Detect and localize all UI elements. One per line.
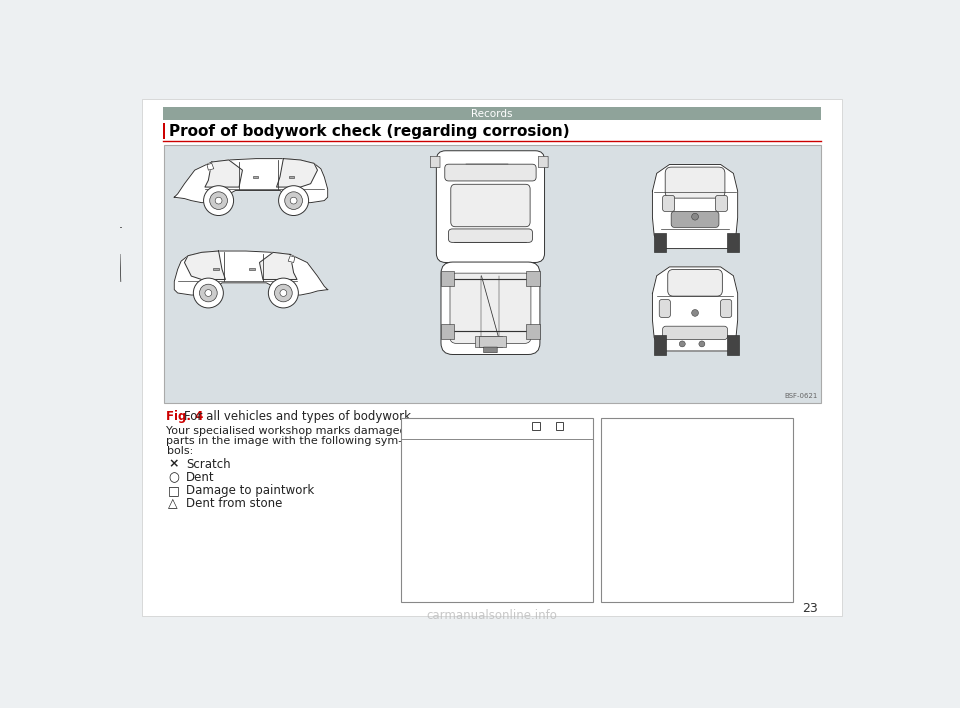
Bar [441,324,454,338]
Text: Fig. 4: Fig. 4 [166,410,204,423]
Text: ×: × [168,457,179,471]
Text: Have any flaws been detec-
ted?: Have any flaws been detec- ted? [404,421,540,445]
Bar [556,422,564,430]
Polygon shape [259,252,297,280]
FancyBboxPatch shape [437,151,544,263]
Text: Yes:: Yes: [516,422,535,432]
Ellipse shape [285,192,302,210]
Bar [526,271,540,286]
Bar [727,335,738,355]
Polygon shape [653,164,737,249]
Text: Dent: Dent [186,471,214,484]
Polygon shape [184,251,226,280]
Bar [479,336,506,347]
Ellipse shape [200,284,217,302]
FancyBboxPatch shape [715,195,728,212]
Ellipse shape [269,278,299,308]
Polygon shape [653,267,737,351]
Text: bols:: bols: [166,446,193,456]
FancyBboxPatch shape [484,347,497,353]
Circle shape [680,341,685,347]
FancyBboxPatch shape [660,299,670,317]
Bar [654,233,666,252]
Text: For all vehicles and types of bodywork.: For all vehicles and types of bodywork. [184,410,415,423]
FancyBboxPatch shape [441,262,540,355]
Bar [289,176,295,178]
Bar [441,271,454,286]
Bar [250,268,254,270]
Text: parts in the image with the following sym-: parts in the image with the following sy… [166,436,403,446]
Ellipse shape [204,185,233,215]
Bar [474,336,502,347]
FancyBboxPatch shape [451,184,530,227]
Polygon shape [276,159,318,187]
Text: Damage to paintwork: Damage to paintwork [186,484,314,497]
Ellipse shape [209,192,228,210]
Bar [252,176,258,178]
Bar [400,418,592,603]
Text: Proof of bodywork check (regarding corrosion): Proof of bodywork check (regarding corro… [169,125,569,139]
FancyBboxPatch shape [444,164,536,181]
Ellipse shape [193,278,224,308]
Text: 23: 23 [802,602,818,615]
Circle shape [691,213,699,220]
Ellipse shape [215,198,222,204]
Bar [162,123,165,139]
Text: Scratch: Scratch [186,457,230,471]
Ellipse shape [280,290,287,297]
Ellipse shape [278,185,308,215]
Ellipse shape [275,284,292,302]
Text: Technical Service Stamp: Technical Service Stamp [637,585,756,595]
Text: Description of flaws:: Description of flaws: [404,442,504,452]
FancyBboxPatch shape [450,273,531,343]
FancyBboxPatch shape [448,229,533,242]
FancyBboxPatch shape [668,270,722,296]
Polygon shape [204,160,243,187]
Bar [601,418,793,603]
Text: No:: No: [543,422,560,432]
Bar [727,233,738,252]
FancyBboxPatch shape [430,156,440,168]
Text: △: △ [168,497,178,510]
FancyBboxPatch shape [539,156,548,168]
Text: ○: ○ [168,471,179,484]
Circle shape [699,341,705,347]
FancyBboxPatch shape [665,167,725,198]
Text: Dent from stone: Dent from stone [186,497,282,510]
Text: carmanualsonline.info: carmanualsonline.info [426,610,558,622]
Text: □: □ [168,484,180,497]
Text: Records: Records [471,109,513,119]
FancyBboxPatch shape [662,326,728,340]
Text: Your specialised workshop marks damaged: Your specialised workshop marks damaged [166,426,407,436]
Polygon shape [288,256,295,263]
Circle shape [691,309,699,316]
Bar [162,106,822,120]
Text: BSF-0621: BSF-0621 [784,393,818,399]
FancyBboxPatch shape [662,195,675,212]
Bar [532,422,540,430]
FancyBboxPatch shape [721,299,732,317]
Polygon shape [175,159,327,202]
FancyBboxPatch shape [671,212,719,227]
Bar [526,324,540,338]
Polygon shape [207,164,214,170]
Polygon shape [175,251,327,295]
Ellipse shape [204,290,212,297]
Ellipse shape [290,198,297,204]
Bar [654,335,666,355]
Bar [164,145,822,403]
Bar [213,268,219,270]
